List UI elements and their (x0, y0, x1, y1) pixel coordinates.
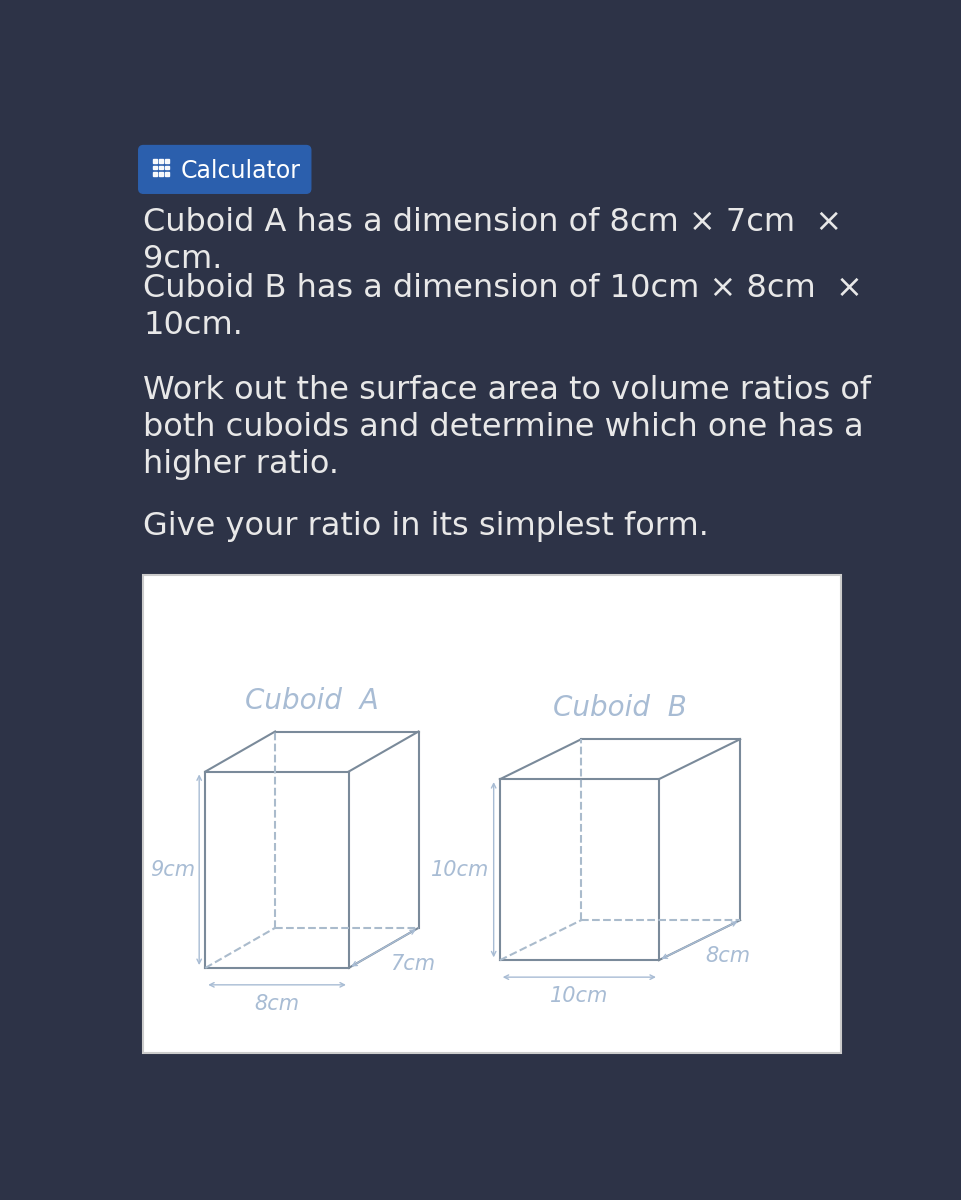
Bar (159, 166, 162, 169)
Bar (153, 172, 157, 175)
Text: 10cm: 10cm (431, 859, 490, 880)
Text: Cuboid A has a dimension of 8cm × 7cm  ×: Cuboid A has a dimension of 8cm × 7cm × (143, 208, 843, 238)
Text: 9cm.: 9cm. (143, 244, 223, 275)
Text: Cuboid B has a dimension of 10cm × 8cm  ×: Cuboid B has a dimension of 10cm × 8cm × (143, 274, 863, 305)
Text: Cuboid  B: Cuboid B (554, 695, 687, 722)
Text: both cuboids and determine which one has a: both cuboids and determine which one has… (143, 412, 864, 443)
Bar (159, 172, 162, 175)
Text: 9cm: 9cm (150, 859, 195, 880)
Bar (153, 166, 157, 169)
Bar (165, 160, 169, 163)
Text: 8cm: 8cm (705, 947, 751, 966)
FancyBboxPatch shape (138, 145, 310, 193)
Text: higher ratio.: higher ratio. (143, 449, 339, 480)
Text: Calculator: Calculator (181, 158, 301, 182)
Text: Give your ratio in its simplest form.: Give your ratio in its simplest form. (143, 510, 709, 541)
Text: Cuboid  A: Cuboid A (245, 686, 379, 714)
Bar (159, 160, 162, 163)
Text: 8cm: 8cm (255, 994, 300, 1014)
Text: 10cm: 10cm (550, 986, 608, 1007)
Bar (165, 172, 169, 175)
Text: 7cm: 7cm (390, 954, 435, 974)
Text: Work out the surface area to volume ratios of: Work out the surface area to volume rati… (143, 374, 872, 406)
Bar (143, 575, 841, 1052)
Text: 10cm.: 10cm. (143, 311, 243, 341)
Bar (165, 166, 169, 169)
Bar (153, 160, 157, 163)
